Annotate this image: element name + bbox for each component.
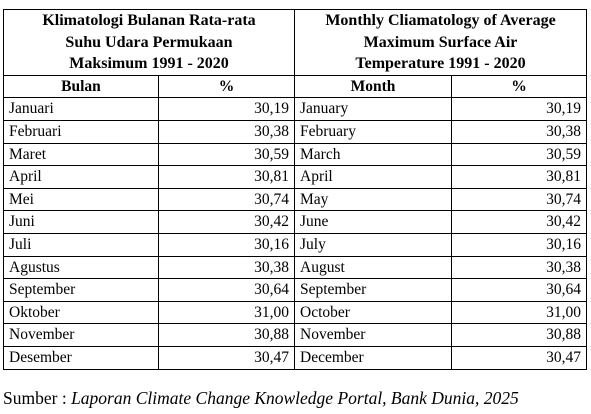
value-id-cell: 30,81	[158, 165, 295, 189]
value-en-cell: 30,38	[451, 255, 587, 280]
value-en-cell: 30,19	[451, 97, 587, 121]
climatology-table: Klimatologi Bulanan Rata-rata Suhu Udara…	[3, 9, 587, 370]
header-percent-en: %	[451, 74, 587, 99]
month-id-cell: Oktober	[3, 300, 159, 325]
title-id-line: Suhu Udara Permukaan	[65, 33, 233, 51]
value-id-cell: 30,16	[158, 232, 295, 257]
title-english: Monthly Cliamatology of Average Maximum …	[294, 9, 587, 76]
value-id-cell: 30,88	[158, 323, 295, 347]
value-id-cell: 30,38	[158, 255, 295, 280]
month-id-cell: September	[3, 278, 159, 302]
header-bulan: Bulan	[3, 74, 159, 99]
month-en-cell: January	[294, 97, 452, 121]
header-percent-id: %	[158, 74, 295, 99]
month-en-cell: March	[294, 142, 452, 167]
month-id-cell: Agustus	[3, 255, 159, 280]
value-id-cell: 30,38	[158, 119, 295, 144]
title-en-line: Maximum Surface Air	[363, 33, 518, 51]
month-en-cell: December	[294, 345, 452, 370]
month-id-cell: Mei	[3, 187, 159, 212]
month-id-cell: Juni	[3, 210, 159, 234]
month-en-cell: June	[294, 210, 452, 234]
value-en-cell: 30,74	[451, 187, 587, 212]
value-en-cell: 30,16	[451, 232, 587, 257]
month-en-cell: February	[294, 119, 452, 144]
value-en-cell: 30,47	[451, 345, 587, 370]
table-row: Mei 30,74 May 30,74	[3, 187, 587, 212]
table-row: Juli 30,16 July 30,16	[3, 232, 587, 257]
value-en-cell: 30,64	[451, 278, 587, 302]
value-en-cell: 30,88	[451, 323, 587, 347]
value-en-cell: 31,00	[451, 300, 587, 325]
value-en-cell: 30,59	[451, 142, 587, 167]
value-id-cell: 30,64	[158, 278, 295, 302]
title-row: Klimatologi Bulanan Rata-rata Suhu Udara…	[3, 9, 587, 76]
month-en-cell: August	[294, 255, 452, 280]
month-id-cell: Januari	[3, 97, 159, 121]
month-en-cell: November	[294, 323, 452, 347]
table-body: Januari 30,19 January 30,19 Februari 30,38 Feb…	[3, 97, 587, 370]
table-row: September 30,64 September 30,64	[3, 278, 587, 302]
title-indonesian: Klimatologi Bulanan Rata-rata Suhu Udara…	[3, 9, 295, 76]
title-en-line: Temperature 1991 - 2020	[355, 55, 526, 73]
source-text: Laporan Climate Change Knowledge Portal,…	[71, 388, 519, 408]
month-id-cell: April	[3, 165, 159, 189]
month-id-cell: Desember	[3, 345, 159, 370]
title-en-line: Monthly Cliamatology of Average	[325, 12, 556, 29]
value-id-cell: 30,42	[158, 210, 295, 234]
month-en-cell: May	[294, 187, 452, 212]
table-row: Agustus 30,38 August 30,38	[3, 255, 587, 280]
table-row: November 30,88 November 30,88	[3, 323, 587, 347]
title-id-line: Maksimum 1991 - 2020	[69, 55, 229, 73]
month-en-cell: September	[294, 278, 452, 302]
value-id-cell: 30,47	[158, 345, 295, 370]
column-header-row: Bulan % Month %	[3, 74, 587, 99]
value-en-cell: 30,81	[451, 165, 587, 189]
table-row: Februari 30,38 February 30,38	[3, 119, 587, 144]
header-month: Month	[294, 74, 452, 99]
table-row: Maret 30,59 March 30,59	[3, 142, 587, 167]
value-id-cell: 31,00	[158, 300, 295, 325]
month-en-cell: October	[294, 300, 452, 325]
table-row: Desember 30,47 December 30,47	[3, 345, 587, 370]
table-row: April 30,81 April 30,81	[3, 165, 587, 189]
month-id-cell: Februari	[3, 119, 159, 144]
month-id-cell: Juli	[3, 232, 159, 257]
value-id-cell: 30,59	[158, 142, 295, 167]
value-id-cell: 30,74	[158, 187, 295, 212]
source-label: Sumber :	[3, 388, 72, 408]
month-id-cell: Maret	[3, 142, 159, 167]
title-id-line: Klimatologi Bulanan Rata-rata	[42, 12, 256, 29]
month-en-cell: April	[294, 165, 452, 189]
month-id-cell: November	[3, 323, 159, 347]
value-id-cell: 30,19	[158, 97, 295, 121]
value-en-cell: 30,38	[451, 119, 587, 144]
table-row: Juni 30,42 June 30,42	[3, 210, 587, 234]
value-en-cell: 30,42	[451, 210, 587, 234]
month-en-cell: July	[294, 232, 452, 257]
source-note: Sumber : Laporan Climate Change Knowledg…	[3, 388, 519, 409]
table-row: Oktober 31,00 October 31,00	[3, 300, 587, 325]
table-row: Januari 30,19 January 30,19	[3, 97, 587, 121]
